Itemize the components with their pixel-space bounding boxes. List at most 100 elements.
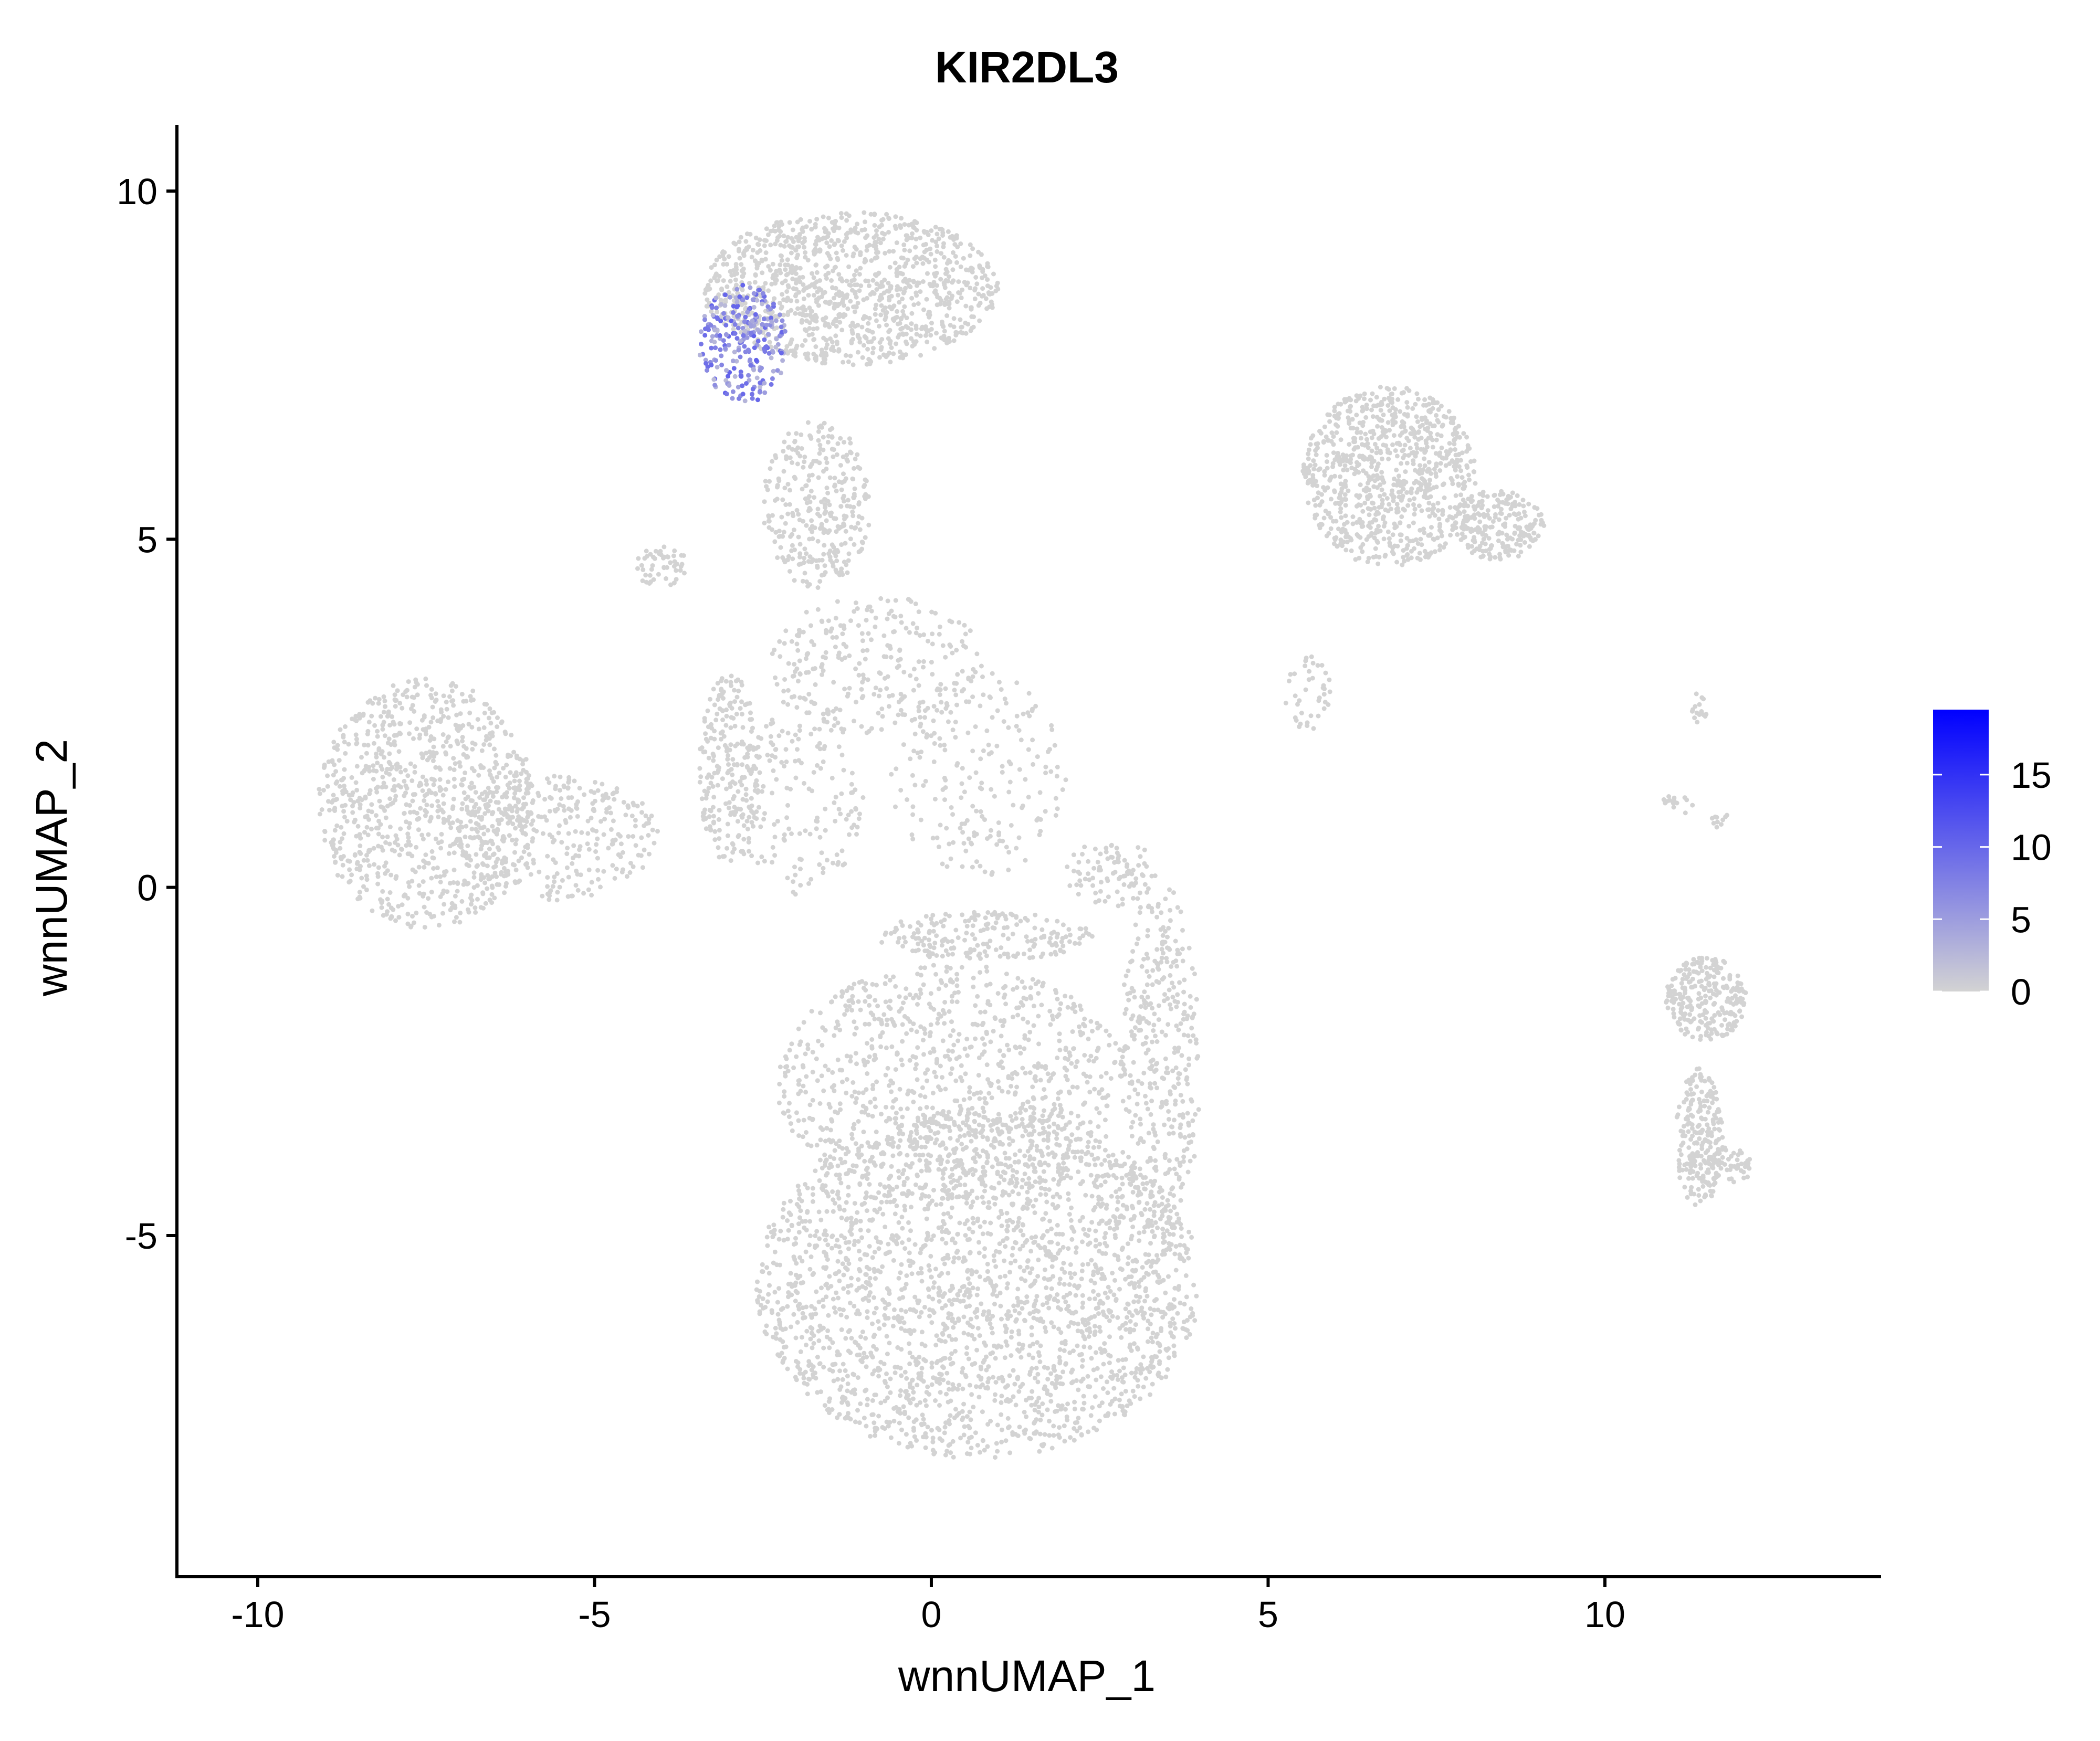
cell-point xyxy=(415,682,420,687)
cell-point xyxy=(387,825,393,829)
cell-point xyxy=(977,1274,982,1279)
cell-point xyxy=(1196,1107,1201,1112)
cell-point xyxy=(1191,1011,1196,1017)
cell-point xyxy=(915,1139,920,1145)
cell-point xyxy=(839,1160,845,1166)
cell-point xyxy=(906,1237,911,1242)
cell-point xyxy=(807,1242,812,1248)
cell-point xyxy=(380,835,385,840)
cell-point xyxy=(991,1138,996,1144)
cell-point xyxy=(1041,951,1045,956)
cell-point xyxy=(844,1257,849,1262)
cell-point xyxy=(436,840,441,846)
cell-point xyxy=(1126,1241,1130,1247)
cell-point xyxy=(469,698,474,703)
cell-point xyxy=(431,744,436,750)
cell-point xyxy=(472,813,477,818)
cell-point xyxy=(1129,958,1135,964)
cell-point xyxy=(1167,1117,1171,1122)
cell-point xyxy=(970,1216,975,1221)
cell-point xyxy=(338,839,343,845)
cell-point xyxy=(369,809,374,815)
cell-point xyxy=(465,754,470,759)
cell-point xyxy=(758,1303,763,1308)
cell-point xyxy=(1075,1420,1080,1425)
cell-point xyxy=(1059,1107,1064,1113)
cell-point xyxy=(912,1242,918,1247)
cell-point xyxy=(459,825,465,830)
cell-point xyxy=(992,1398,998,1403)
cell-point xyxy=(833,1271,838,1276)
cell-point xyxy=(461,776,467,782)
cell-point xyxy=(973,1111,978,1116)
cell-point xyxy=(1172,1321,1177,1326)
cell-point xyxy=(1035,1274,1041,1279)
cell-point xyxy=(818,1137,823,1143)
cell-point xyxy=(1099,1162,1104,1167)
cell-point xyxy=(1184,1294,1189,1300)
cell-point xyxy=(1180,1099,1185,1104)
cell-point xyxy=(849,1232,854,1237)
cell-point xyxy=(1123,1357,1128,1362)
cell-point xyxy=(824,1232,829,1238)
cell-point xyxy=(795,1290,800,1295)
cell-point xyxy=(1066,1197,1071,1202)
cell-point xyxy=(864,1208,869,1214)
cell-point xyxy=(883,1380,888,1385)
cell-point xyxy=(1041,1233,1046,1238)
cell-point xyxy=(798,1349,803,1354)
cell-point xyxy=(822,1152,827,1157)
cell-point xyxy=(1096,1311,1101,1316)
cell-point xyxy=(898,1270,903,1275)
cell-point xyxy=(416,783,422,788)
cell-point xyxy=(964,1200,969,1206)
cell-point xyxy=(772,1290,778,1295)
cell-point xyxy=(1108,1354,1113,1359)
cell-point xyxy=(1172,1353,1177,1358)
cell-point xyxy=(351,800,356,805)
cell-point xyxy=(1122,1162,1127,1167)
cell-point xyxy=(869,1046,875,1051)
cell-point xyxy=(476,822,481,827)
cell-point xyxy=(936,1084,941,1089)
cell-point xyxy=(948,1136,953,1141)
cell-point xyxy=(1025,938,1030,944)
cell-point xyxy=(841,1286,846,1291)
cell-point xyxy=(951,1325,956,1330)
cell-point xyxy=(1044,1119,1049,1123)
cell-point xyxy=(1093,1238,1098,1243)
cell-point xyxy=(815,1390,820,1395)
cell-point xyxy=(558,774,563,779)
cell-point xyxy=(905,1444,910,1450)
cell-point xyxy=(410,853,415,859)
cell-point xyxy=(890,1144,896,1149)
cell-point xyxy=(965,1276,971,1281)
cell-point xyxy=(883,999,888,1005)
cell-point xyxy=(940,1196,945,1201)
cell-point xyxy=(1153,1068,1159,1072)
cell-point xyxy=(1143,1288,1148,1293)
cell-point xyxy=(463,835,468,839)
cell-point xyxy=(1005,1416,1011,1421)
cell-point xyxy=(381,710,386,715)
cell-point xyxy=(1058,1330,1064,1335)
cell-point xyxy=(805,1381,810,1387)
cell-point xyxy=(517,778,522,784)
cell-point xyxy=(429,803,435,808)
cell-point xyxy=(1143,1376,1149,1381)
cell-point xyxy=(812,1306,817,1311)
cell-point xyxy=(357,796,362,800)
cell-point xyxy=(919,1168,924,1174)
cell-point xyxy=(419,751,424,756)
cell-point xyxy=(1051,1364,1056,1369)
cell-point xyxy=(950,1049,955,1054)
cell-point xyxy=(502,730,508,734)
cell-point xyxy=(1159,910,1164,915)
cell-point xyxy=(371,763,376,768)
cell-point xyxy=(1168,918,1173,923)
cell-point xyxy=(928,1030,933,1035)
cell-point xyxy=(1165,934,1170,940)
cell-point xyxy=(1176,1081,1181,1086)
cell-point xyxy=(921,1434,926,1440)
cell-point xyxy=(1163,1070,1169,1075)
